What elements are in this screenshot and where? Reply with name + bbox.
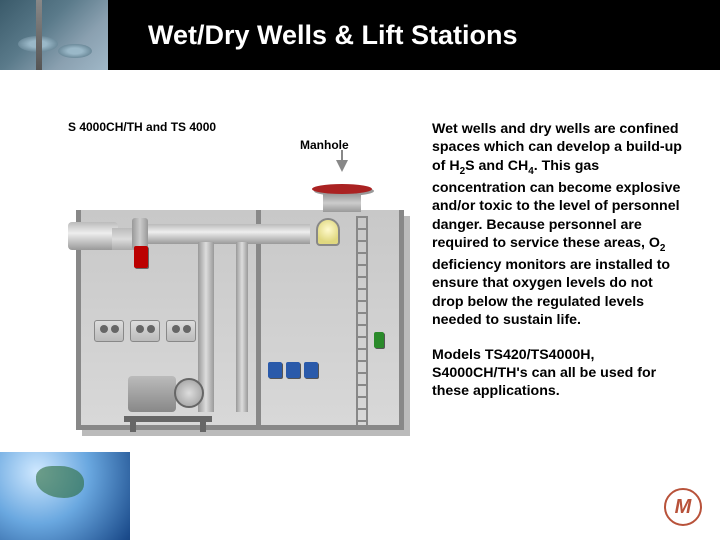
vertical-pipe2-icon <box>236 242 248 412</box>
monitor-icon <box>166 320 196 342</box>
subscript: 2 <box>660 243 666 254</box>
footer-globe-icon <box>0 452 130 540</box>
sewer-pipe-icon <box>68 222 118 250</box>
ladder-icon <box>356 216 368 426</box>
content-area: S 4000CH/TH and TS 4000 Manhole Sewer or… <box>68 120 688 440</box>
logo-glyph: M <box>675 496 692 519</box>
brand-logo-icon: M <box>664 488 702 526</box>
blue-sensor-icon <box>286 362 300 378</box>
model-label: S 4000CH/TH and TS 4000 <box>68 120 410 134</box>
page-title: Wet/Dry Wells & Lift Stations <box>148 20 518 51</box>
well-diagram <box>68 160 410 440</box>
monitor-row <box>94 320 196 342</box>
green-sensor-icon <box>374 332 384 348</box>
monitor-icon <box>130 320 160 342</box>
diagram-column: S 4000CH/TH and TS 4000 Manhole Sewer or… <box>68 120 410 440</box>
horizontal-pipe-icon <box>142 224 310 244</box>
manhole-icon <box>312 184 372 212</box>
text-span: deficiency monitors are installed to ens… <box>432 257 670 328</box>
header-bar: Wet/Dry Wells & Lift Stations <box>0 0 720 70</box>
manhole-arrow-icon <box>336 160 348 172</box>
red-sensor-icon <box>134 246 148 268</box>
blue-sensor-icon <box>268 362 282 378</box>
lamp-icon <box>316 218 340 246</box>
monitor-icon <box>94 320 124 342</box>
blue-sensor-icon <box>304 362 318 378</box>
models-paragraph: Models TS420/TS4000H, S4000CH/TH's can a… <box>432 346 682 401</box>
description-paragraph: Wet wells and dry wells are confined spa… <box>432 120 682 330</box>
pump-icon <box>128 372 208 416</box>
blue-sensor-group <box>268 362 318 378</box>
text-span: S and CH <box>465 158 528 174</box>
text-column: Wet wells and dry wells are confined spa… <box>432 120 682 440</box>
header-thumbnail <box>0 0 108 70</box>
